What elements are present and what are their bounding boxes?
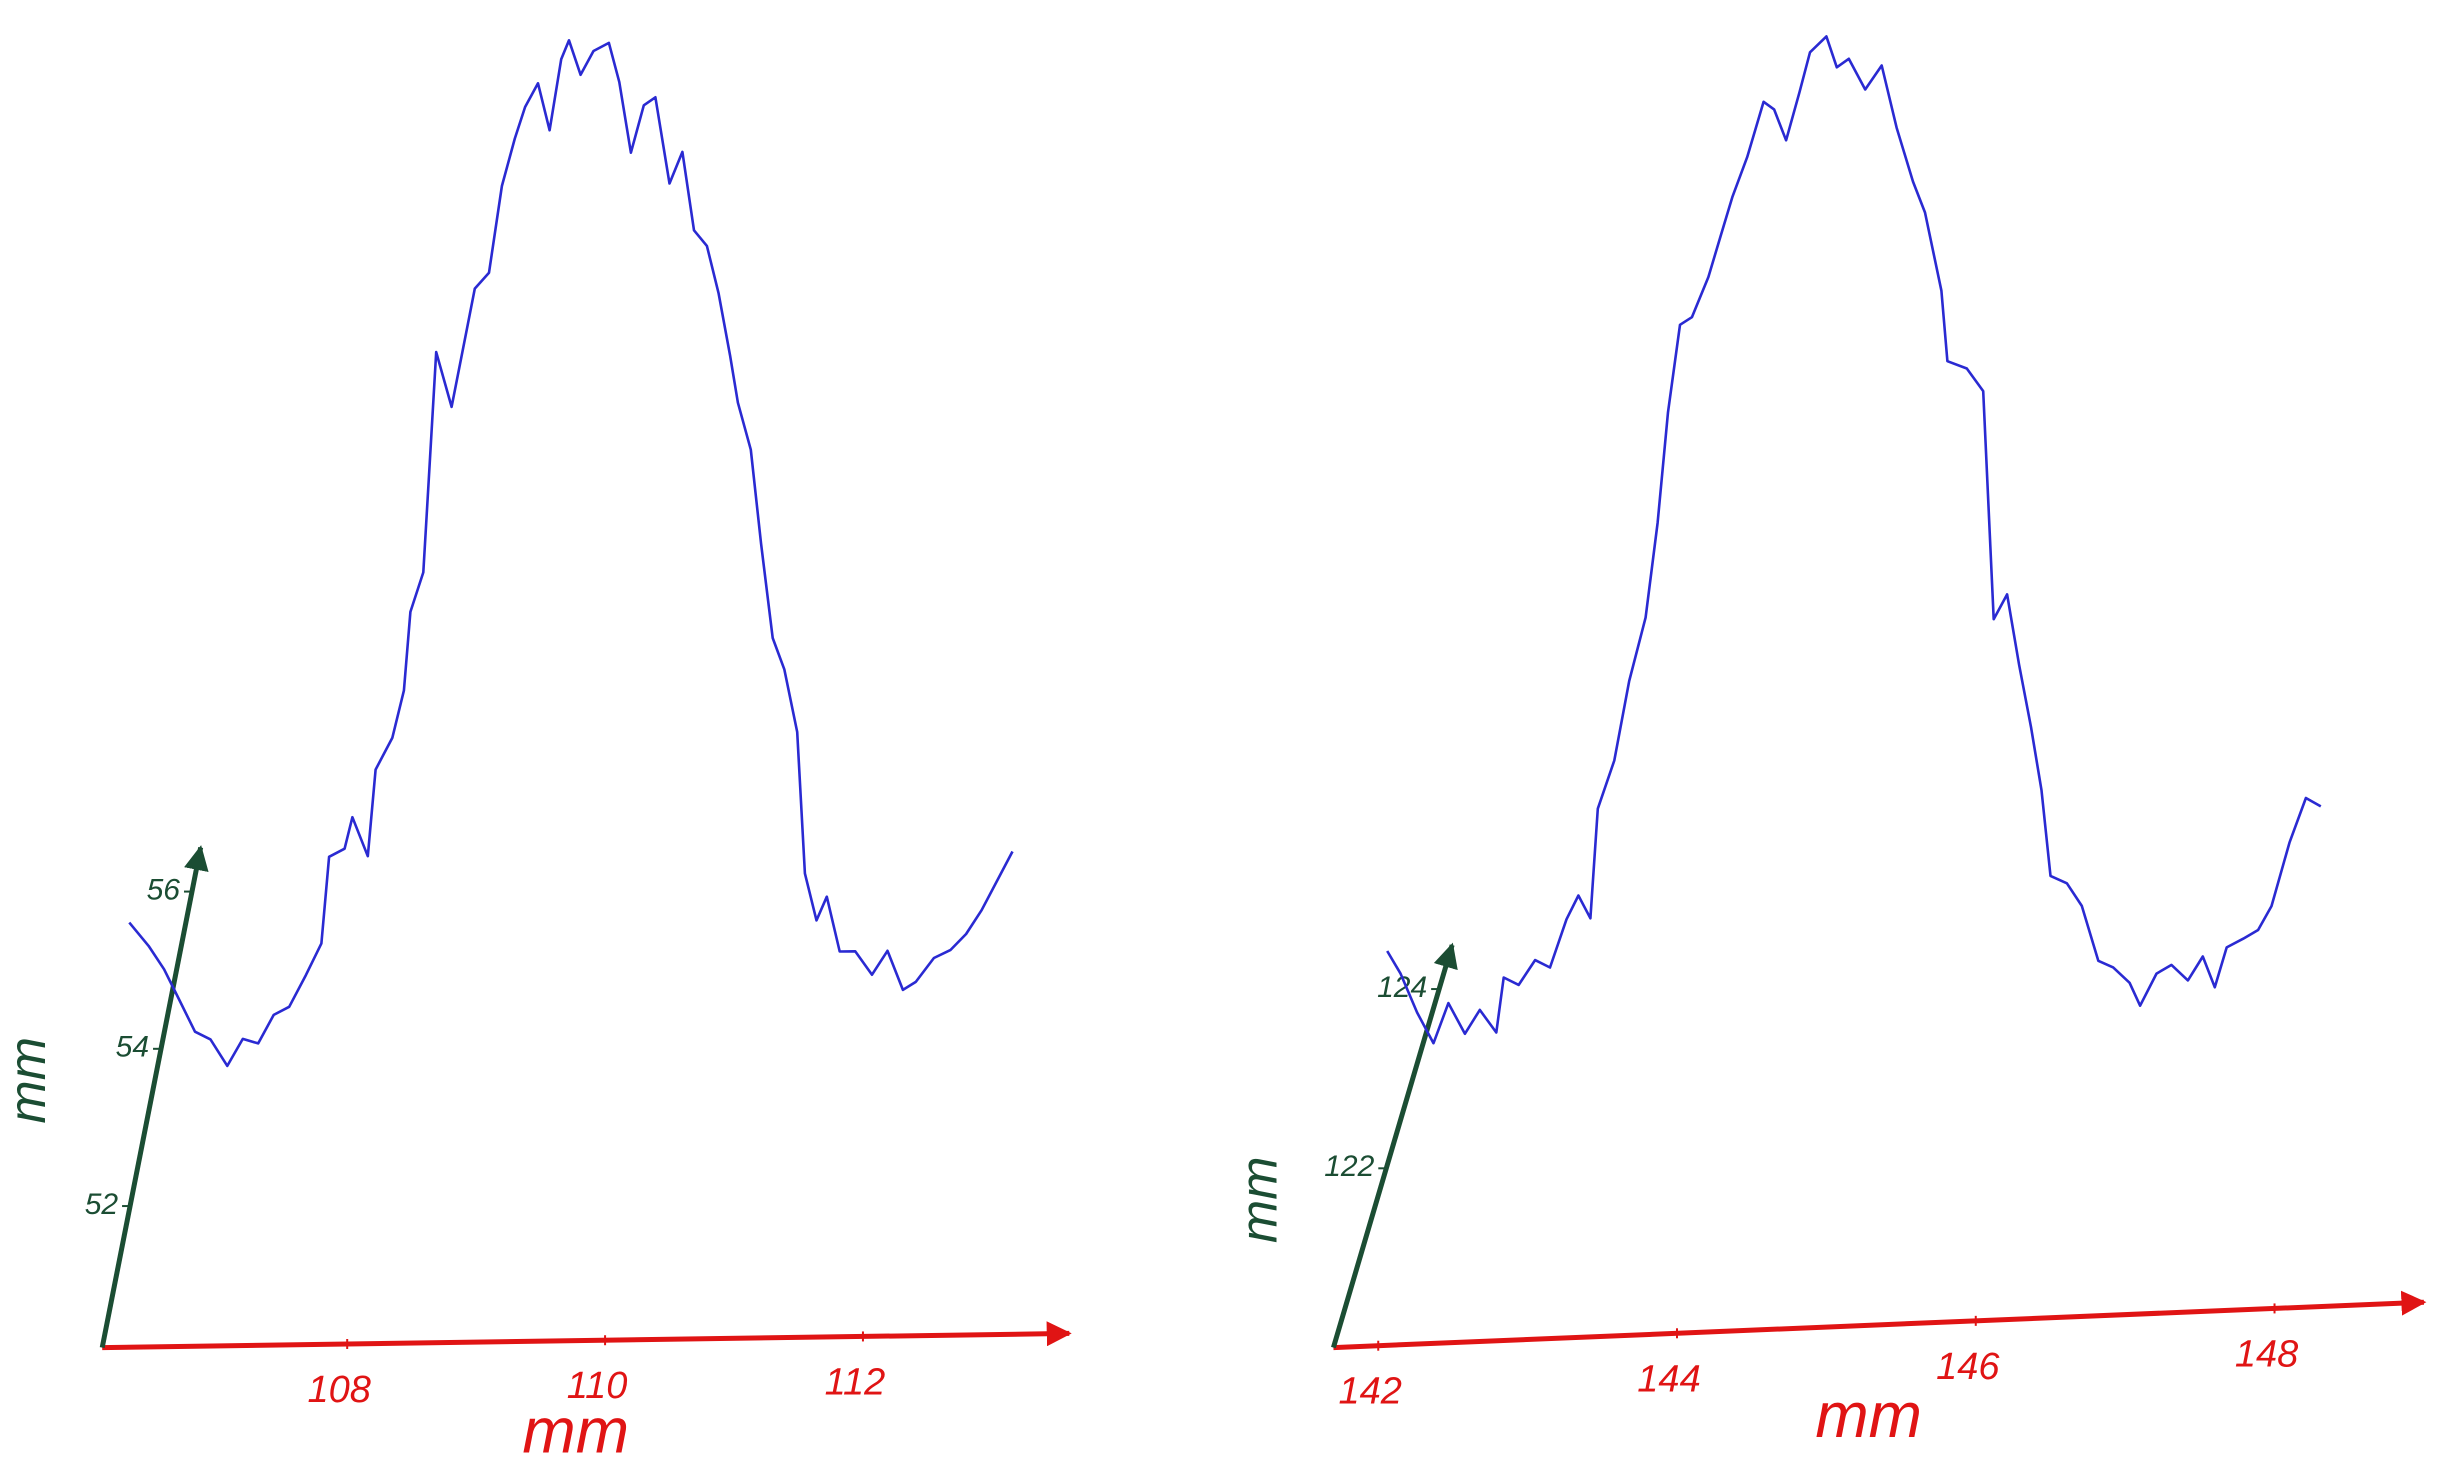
profile-line [1386,35,2322,1045]
x-tick-label: 112 [825,1361,886,1403]
y-axis-title: mm [1230,1156,1288,1243]
x-axis-title: mm [522,1394,629,1466]
x-axis [102,1321,1072,1351]
y-tick-label: 54 [116,1031,149,1064]
x-tick-label: 144 [1637,1358,1700,1400]
y-tick-label: 52 [85,1188,119,1221]
x-axis [1333,1290,2427,1351]
y-axis [99,845,209,1349]
y-axis [1331,942,1458,1349]
y-tick-label: 56 [147,873,181,906]
x-tick-label: 110 [567,1365,628,1407]
profile-line [128,39,1014,1068]
y-axis-title: mm [0,1037,57,1124]
x-tick-label: 146 [1936,1346,2000,1388]
y-tick-label: 122 [1324,1150,1374,1183]
x-tick-label: 148 [2235,1333,2298,1375]
x-axis-title: mm [1815,1379,1922,1451]
x-tick-label: 142 [1339,1371,1402,1413]
x-tick-label: 108 [307,1369,370,1411]
